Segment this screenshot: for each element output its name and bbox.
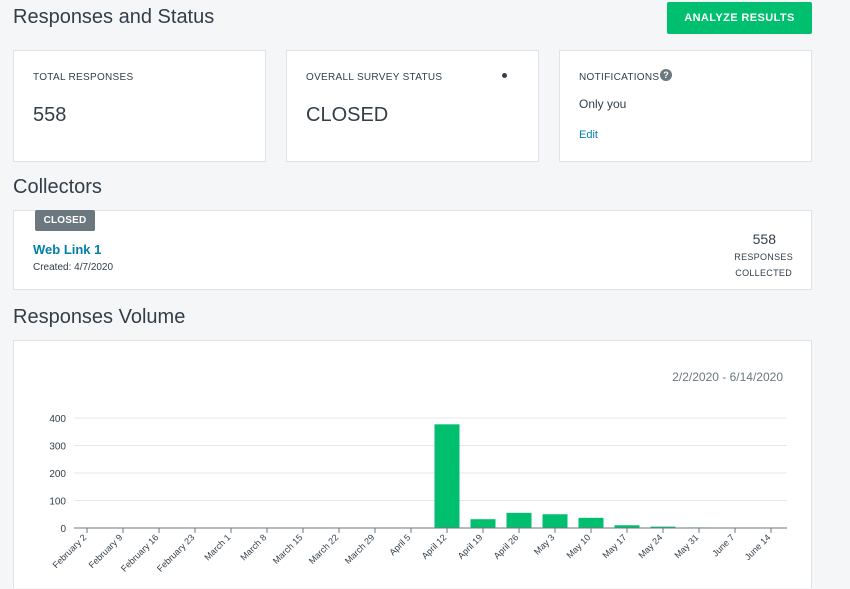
y-tick-label: 200	[49, 469, 66, 480]
x-tick-label: April 5	[387, 532, 412, 557]
collector-status-badge: CLOSED	[35, 210, 95, 231]
date-range[interactable]: 2/2/2020 - 6/14/2020	[672, 370, 783, 384]
x-tick-label: May 3	[532, 532, 556, 556]
total-responses-label: TOTAL RESPONSES	[33, 72, 134, 83]
status-dot-icon	[502, 73, 507, 78]
y-tick-label: 300	[49, 442, 66, 453]
chart-bar	[434, 424, 460, 528]
survey-status-value: CLOSED	[306, 104, 389, 126]
y-tick-label: 100	[49, 497, 66, 508]
x-tick-label: February 9	[87, 532, 125, 570]
collectors-title: Collectors	[13, 176, 102, 198]
notifications-label: NOTIFICATIONS	[579, 72, 660, 83]
collector-count-label-line2: COLLECTED	[735, 268, 792, 278]
collector-name-link[interactable]: Web Link 1	[33, 242, 102, 257]
x-tick-label: March 1	[202, 532, 232, 562]
x-tick-label: May 24	[636, 532, 664, 560]
x-tick-label: March 8	[238, 532, 268, 562]
chart-bar	[650, 526, 676, 528]
total-responses-value: 558	[33, 104, 67, 126]
chart-bar	[578, 517, 604, 528]
survey-status-label: OVERALL SURVEY STATUS	[306, 72, 443, 83]
x-tick-label: June 14	[743, 532, 773, 562]
chart-bar	[614, 525, 640, 528]
chart-bar	[506, 512, 532, 528]
x-tick-label: May 10	[564, 532, 592, 560]
x-tick-label: February 16	[119, 532, 160, 573]
collector-count-label: RESPONSES COLLECTED	[734, 249, 793, 281]
collector-card: CLOSED Web Link 1 Created: 4/7/2020 558 …	[13, 210, 812, 290]
collector-response-count: 558	[752, 231, 776, 247]
chart-bar	[542, 514, 568, 528]
x-tick-label: June 7	[710, 532, 736, 558]
x-tick-label: April 12	[420, 532, 449, 561]
edit-notifications-link[interactable]: Edit	[579, 129, 598, 141]
notifications-value: Only you	[579, 97, 627, 111]
total-responses-card: TOTAL RESPONSES 558	[13, 50, 266, 162]
x-tick-label: March 22	[307, 532, 341, 566]
x-tick-label: April 26	[492, 532, 521, 561]
x-tick-label: May 17	[600, 532, 628, 560]
x-tick-label: February 23	[155, 532, 196, 573]
help-icon[interactable]: ?	[660, 69, 672, 81]
page-title: Responses and Status	[13, 6, 215, 28]
volume-chart-card: 2/2/2020 - 6/14/2020 0 100 200 300 400 Februa…	[13, 340, 812, 588]
x-tick-label: May 31	[672, 532, 700, 560]
survey-status-card: OVERALL SURVEY STATUS CLOSED	[286, 50, 539, 162]
responses-volume-title: Responses Volume	[13, 306, 186, 328]
x-tick-label: April 19	[456, 532, 485, 561]
y-tick-label: 400	[49, 414, 66, 425]
collector-created-date: Created: 4/7/2020	[33, 262, 114, 273]
y-tick-label: 0	[60, 524, 66, 535]
x-tick-label: March 29	[343, 532, 377, 566]
x-tick-label: February 2	[51, 532, 89, 570]
analyze-results-button[interactable]: ANALYZE RESULTS	[667, 2, 812, 34]
collector-count-label-line1: RESPONSES	[734, 252, 793, 262]
chart-bar	[470, 519, 496, 528]
notifications-card: NOTIFICATIONS ? Only you Edit	[559, 50, 812, 162]
x-tick-label: March 15	[271, 532, 305, 566]
